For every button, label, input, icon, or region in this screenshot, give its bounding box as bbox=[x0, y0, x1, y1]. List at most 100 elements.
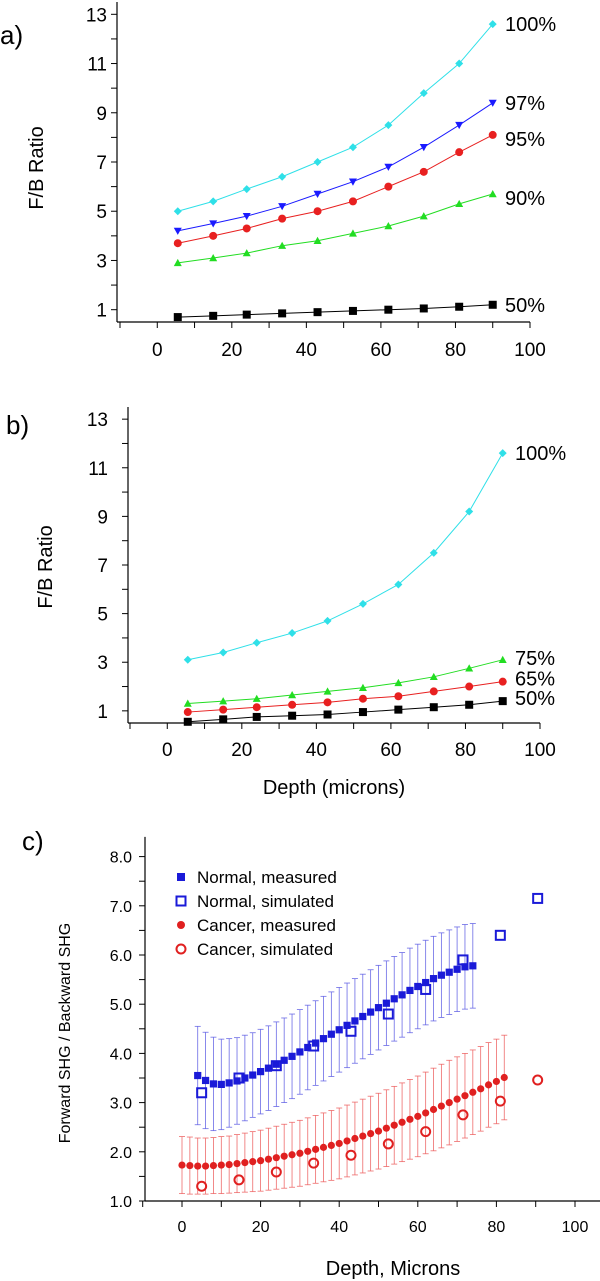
x-tick-label: 60 bbox=[370, 340, 391, 361]
data-point bbox=[209, 220, 218, 228]
data-point bbox=[209, 1080, 218, 1088]
data-point bbox=[348, 178, 357, 186]
data-point bbox=[429, 975, 438, 983]
data-point bbox=[384, 222, 393, 230]
x-tick-label: 80 bbox=[455, 740, 476, 761]
data-point bbox=[420, 983, 432, 995]
data-point bbox=[414, 982, 422, 991]
data-point bbox=[242, 310, 251, 319]
data-point bbox=[272, 1154, 280, 1162]
data-point bbox=[488, 300, 497, 309]
data-point bbox=[280, 1056, 288, 1064]
data-point bbox=[488, 130, 497, 139]
x-tick-label: 40 bbox=[330, 1219, 348, 1236]
data-point bbox=[313, 236, 322, 244]
series-line bbox=[187, 659, 503, 705]
legend-label-normal-measured: Normal, measured bbox=[197, 868, 337, 887]
data-point bbox=[455, 199, 464, 208]
data-point bbox=[173, 239, 182, 248]
panel-c-label: c) bbox=[22, 826, 44, 856]
data-point bbox=[335, 1139, 343, 1148]
data-point bbox=[319, 1035, 328, 1043]
series-label: 90% bbox=[505, 188, 545, 210]
data-point bbox=[358, 683, 367, 691]
series-100 bbox=[183, 449, 507, 664]
data-point bbox=[382, 1124, 390, 1132]
data-point bbox=[367, 1129, 375, 1138]
x-tick-label: 20 bbox=[221, 340, 242, 361]
x-tick-label: 0 bbox=[162, 740, 173, 761]
data-point bbox=[437, 971, 445, 979]
x-tick-label: 100 bbox=[524, 740, 556, 761]
series-65 bbox=[183, 677, 507, 717]
y-tick-label: 11 bbox=[87, 55, 107, 76]
data-point bbox=[477, 1085, 485, 1093]
series-line bbox=[187, 452, 504, 661]
data-point bbox=[429, 703, 438, 712]
data-point bbox=[219, 715, 228, 724]
y-tick-label: 3 bbox=[97, 653, 108, 674]
data-point bbox=[272, 1060, 280, 1068]
data-point bbox=[394, 692, 403, 701]
y-tick-label: 1.0 bbox=[110, 1194, 132, 1211]
y-tick-label: 7 bbox=[97, 556, 108, 577]
y-tick-label: 8.0 bbox=[110, 850, 132, 867]
y-tick-label: 2.0 bbox=[110, 1145, 132, 1162]
data-point bbox=[358, 694, 367, 703]
data-point bbox=[453, 965, 461, 973]
data-point bbox=[323, 698, 332, 707]
data-point bbox=[351, 1134, 359, 1143]
data-point bbox=[304, 1147, 312, 1155]
data-point bbox=[288, 1052, 296, 1060]
data-point bbox=[437, 1102, 445, 1110]
data-point bbox=[488, 99, 497, 107]
data-point bbox=[358, 599, 367, 608]
series-label: 95% bbox=[505, 129, 545, 151]
y-tick-label: 5 bbox=[96, 202, 107, 223]
data-point bbox=[241, 1074, 249, 1082]
x-tick-label: 100 bbox=[514, 340, 546, 361]
y-tick-label: 1 bbox=[97, 702, 108, 723]
data-point bbox=[304, 1043, 312, 1052]
series-50 bbox=[173, 300, 497, 322]
x-tick-label: 0 bbox=[152, 340, 163, 361]
data-point bbox=[398, 991, 406, 999]
series-label: 100% bbox=[515, 443, 566, 465]
data-point bbox=[225, 1160, 233, 1169]
data-point bbox=[382, 1008, 394, 1020]
data-point bbox=[323, 616, 332, 625]
data-point bbox=[384, 121, 393, 130]
data-point bbox=[280, 1152, 288, 1160]
y-tick-label: 7.0 bbox=[110, 899, 132, 916]
data-point bbox=[278, 309, 287, 318]
data-point bbox=[242, 212, 251, 221]
panel-a-y-axis-label: F/B Ratio bbox=[26, 126, 48, 209]
data-point bbox=[209, 197, 218, 206]
data-point bbox=[278, 241, 287, 249]
data-point bbox=[445, 968, 453, 976]
data-point bbox=[488, 20, 497, 29]
data-point bbox=[461, 963, 469, 971]
data-point bbox=[348, 143, 357, 152]
data-point bbox=[457, 1109, 469, 1121]
y-tick-label: 13 bbox=[87, 410, 108, 431]
data-point bbox=[419, 167, 428, 176]
data-point bbox=[422, 1109, 430, 1117]
y-tick-label: 1 bbox=[96, 301, 107, 322]
series-normal-measured bbox=[194, 962, 477, 1088]
data-point bbox=[351, 1017, 359, 1025]
series-cancer-simulated bbox=[196, 1074, 544, 1192]
data-point bbox=[359, 1132, 367, 1140]
x-tick-label: 80 bbox=[445, 340, 466, 361]
x-tick-label: 20 bbox=[252, 1219, 270, 1236]
legend: Normal, measured Normal, simulated Cancer,… bbox=[175, 868, 337, 959]
data-point bbox=[335, 1026, 343, 1034]
data-point bbox=[225, 1079, 233, 1087]
data-point bbox=[465, 507, 474, 516]
data-point bbox=[313, 158, 322, 166]
panel-b: b) F/B Ratio Depth (microns) 0 20 40 60 80 10… bbox=[6, 407, 566, 799]
data-point bbox=[429, 672, 438, 681]
data-point bbox=[257, 1068, 265, 1076]
y-tick-label: 5.0 bbox=[110, 997, 132, 1014]
data-point bbox=[313, 190, 322, 198]
